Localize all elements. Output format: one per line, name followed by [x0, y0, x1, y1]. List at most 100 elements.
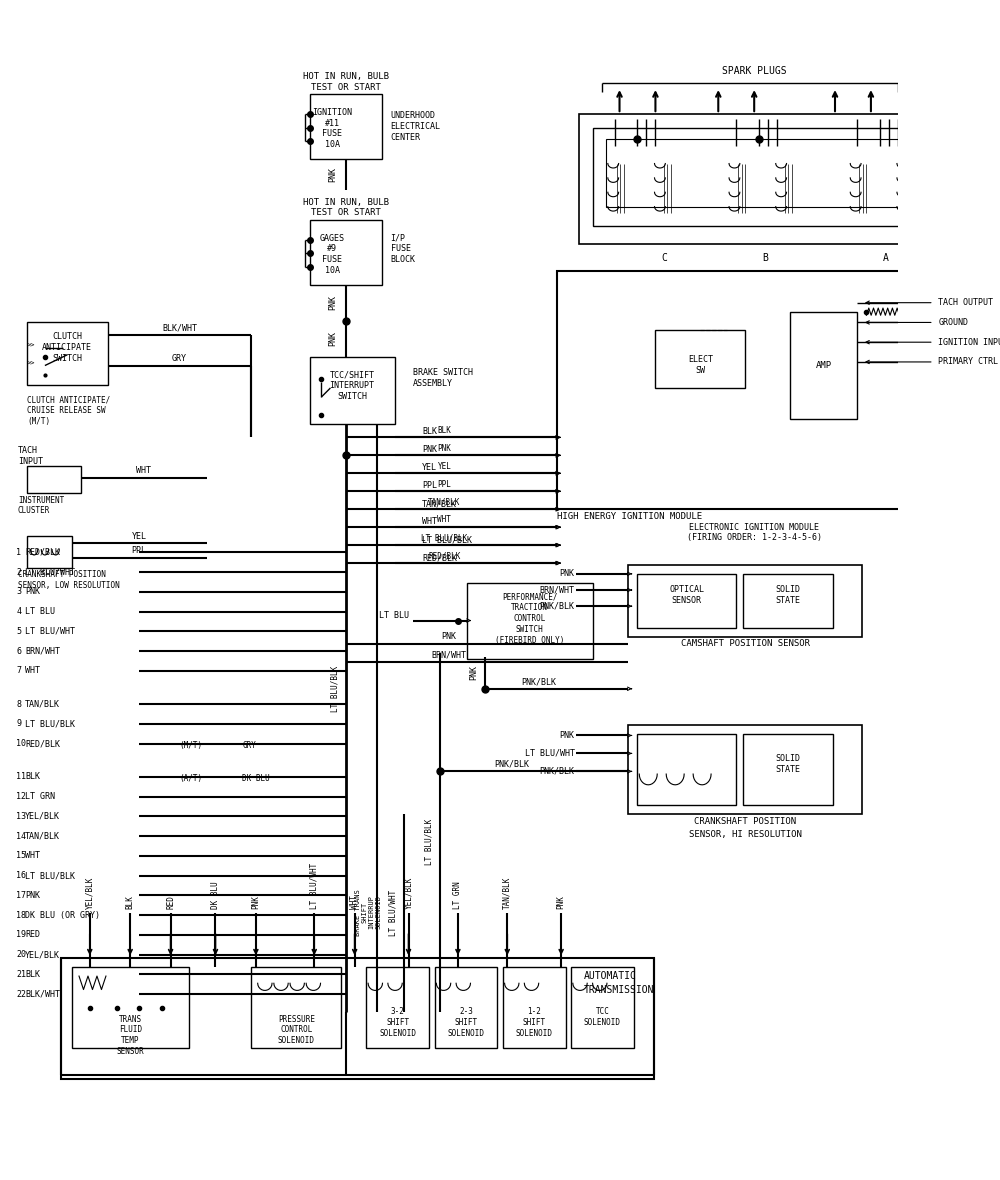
Text: TEST OR START: TEST OR START [311, 83, 381, 92]
Text: BLK: BLK [422, 427, 437, 437]
Text: CLUTCH ANTICIPATE/: CLUTCH ANTICIPATE/ [27, 395, 110, 405]
Text: IGNITION INPUT: IGNITION INPUT [938, 337, 1000, 347]
Bar [705, 119, 826, 235]
Text: CONTROL: CONTROL [280, 1025, 312, 1035]
Text: 18: 18 [16, 911, 26, 919]
Text: PPL: PPL [132, 546, 147, 555]
Text: LT BLU/WHT: LT BLU/WHT [310, 863, 319, 909]
Text: 22: 22 [16, 990, 26, 998]
Bar [593, 127, 938, 227]
Text: PNK: PNK [560, 569, 575, 578]
Bar [579, 114, 952, 244]
Text: CENTER: CENTER [391, 133, 421, 142]
Text: PNK/BLK: PNK/BLK [521, 677, 556, 686]
Text: INPUT: INPUT [18, 457, 43, 466]
Text: SHIFT: SHIFT [523, 1018, 546, 1028]
Text: SHIFT: SHIFT [454, 1018, 478, 1028]
Text: SW: SW [695, 366, 705, 374]
Text: ELECTRONIC IGNITION MODULE: ELECTRONIC IGNITION MODULE [689, 523, 819, 532]
Text: TCC/SHIFT: TCC/SHIFT [329, 371, 374, 379]
Text: AMP: AMP [816, 361, 832, 371]
Text: DK BLU: DK BLU [211, 881, 220, 909]
Text: ANTICIPATE: ANTICIPATE [42, 343, 92, 352]
Bar [27, 322, 108, 386]
Text: FLUID: FLUID [119, 1025, 142, 1035]
Text: (M/T): (M/T) [27, 417, 50, 426]
Text: SPARK PLUGS: SPARK PLUGS [722, 66, 787, 76]
Text: PNK: PNK [329, 332, 338, 346]
Text: 6: 6 [16, 647, 21, 656]
Text: WHT: WHT [25, 851, 40, 860]
Text: YEL/BLK: YEL/BLK [85, 877, 94, 909]
Text: 3-2: 3-2 [391, 1008, 405, 1016]
Text: BRN/WHT: BRN/WHT [540, 585, 575, 595]
Text: WHT: WHT [25, 667, 40, 675]
Bar [826, 119, 947, 235]
Text: CAMSHAFT POSITION SENSOR: CAMSHAFT POSITION SENSOR [681, 640, 810, 648]
Text: 2: 2 [16, 568, 21, 577]
Text: DK BLU: DK BLU [242, 774, 270, 784]
Text: SOLENOID: SOLENOID [278, 1036, 315, 1045]
Text: ASSEMBLY: ASSEMBLY [413, 379, 453, 388]
Text: AUTOMATIC: AUTOMATIC [584, 971, 636, 981]
Text: BLOCK: BLOCK [391, 255, 416, 264]
Text: LT BLU/BLK: LT BLU/BLK [25, 720, 75, 728]
Text: RED/BLK: RED/BLK [428, 551, 461, 560]
Bar [655, 329, 745, 388]
Text: SWITCH: SWITCH [337, 392, 367, 400]
Text: LT BLU/WHT: LT BLU/WHT [25, 627, 75, 636]
Text: PNK: PNK [422, 445, 437, 454]
Text: PRIMARY CTRL: PRIMARY CTRL [938, 358, 998, 367]
Text: TRANSMISSION: TRANSMISSION [584, 984, 654, 995]
Text: #9: #9 [327, 244, 337, 254]
Text: 14: 14 [16, 832, 26, 840]
Text: LT BLU/WHT: LT BLU/WHT [389, 890, 398, 937]
Text: 15: 15 [16, 851, 26, 860]
Text: BLK: BLK [126, 894, 135, 909]
Bar [584, 119, 705, 235]
Text: TAN/BLK: TAN/BLK [428, 498, 461, 506]
Text: ELECT: ELECT [688, 355, 713, 363]
Bar [366, 968, 429, 1048]
Text: PNK: PNK [329, 166, 338, 182]
Text: BRAKE TRANS
SHIFT
INTERRUP
SOLENOID: BRAKE TRANS SHIFT INTERRUP SOLENOID [355, 889, 382, 936]
Text: PERFORMANCE/: PERFORMANCE/ [502, 592, 557, 602]
Text: PPL: PPL [437, 479, 451, 489]
Bar [571, 968, 634, 1048]
Text: GRY: GRY [172, 354, 187, 363]
Text: (FIRING ORDER: 1-2-3-4-5-6): (FIRING ORDER: 1-2-3-4-5-6) [687, 533, 822, 543]
Text: PNK: PNK [329, 295, 338, 310]
Text: 10: 10 [16, 739, 26, 748]
Text: >>: >> [27, 342, 35, 349]
Bar [310, 221, 382, 284]
Bar [790, 312, 857, 419]
Text: 2-3: 2-3 [459, 1008, 473, 1016]
Bar [503, 968, 566, 1048]
Text: TRANS: TRANS [119, 1015, 142, 1024]
Text: YEL: YEL [437, 461, 451, 471]
Text: TEST OR START: TEST OR START [311, 209, 381, 217]
Text: 11: 11 [16, 772, 26, 781]
Text: BRN/WHT: BRN/WHT [431, 650, 466, 660]
Text: PNK/BLK: PNK/BLK [540, 767, 575, 776]
Text: SWITCH: SWITCH [52, 354, 82, 363]
Text: 16: 16 [16, 871, 26, 880]
Text: LT BLU: LT BLU [25, 607, 55, 616]
Text: 10A: 10A [325, 266, 340, 275]
Bar [727, 155, 756, 222]
Text: INSTRUMENT: INSTRUMENT [18, 496, 64, 505]
Text: SOLENOID: SOLENOID [584, 1018, 621, 1028]
Text: SOLENOID: SOLENOID [447, 1029, 484, 1038]
Text: RED/BLK: RED/BLK [25, 739, 60, 748]
Bar [637, 734, 736, 806]
Bar [72, 968, 189, 1048]
Bar [435, 968, 497, 1048]
Bar [835, 145, 938, 231]
Text: LT GRN: LT GRN [25, 792, 55, 801]
Text: SENSOR: SENSOR [116, 1047, 144, 1056]
Text: TEMP: TEMP [121, 1036, 139, 1045]
Text: PNK: PNK [470, 666, 479, 680]
Text: PNK: PNK [25, 588, 40, 596]
Text: 21: 21 [16, 970, 26, 978]
Text: SOLENOID: SOLENOID [516, 1029, 553, 1038]
